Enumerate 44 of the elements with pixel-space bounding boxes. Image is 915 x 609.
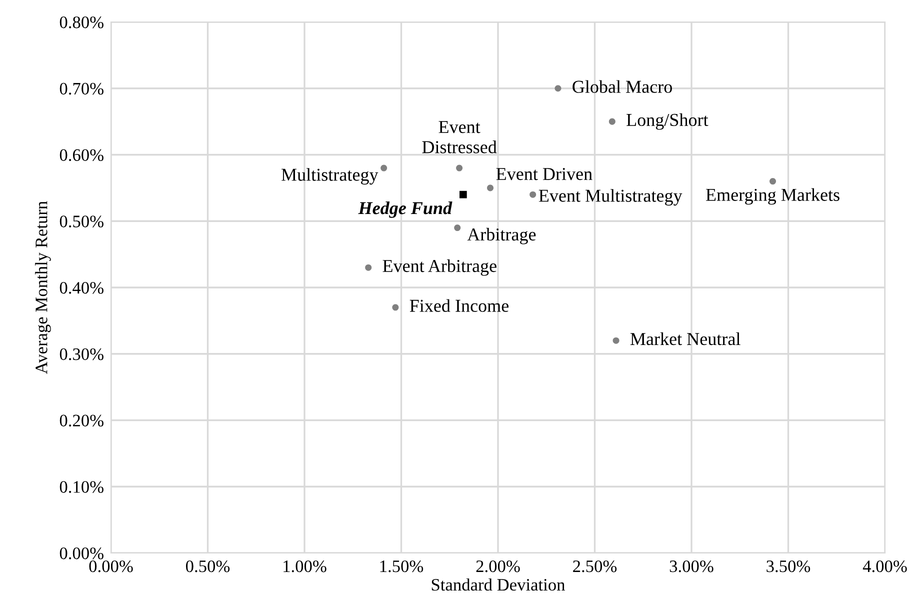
x-tick-label: 4.00% <box>862 560 907 572</box>
y-tick-label: 0.80% <box>60 16 104 28</box>
y-tick-label: 0.30% <box>60 348 104 360</box>
x-tick-label: 3.50% <box>766 560 810 572</box>
y-tick-label: 0.60% <box>60 149 104 162</box>
annotation: Emerging Markets <box>706 188 840 205</box>
x-tick-label: 1.00% <box>284 560 326 572</box>
x-tick-label: 3.00% <box>670 560 714 572</box>
point <box>456 164 463 172</box>
point <box>612 337 620 344</box>
point <box>530 191 536 198</box>
x-tick-label: 1.50% <box>380 560 424 572</box>
annotation: Event Distressed <box>422 121 497 154</box>
point <box>770 178 776 185</box>
x-tick-label: 2.50% <box>573 560 617 572</box>
point <box>454 224 461 232</box>
annotation: Market Neutral <box>630 332 740 346</box>
annotation: Multistrategy <box>282 168 378 185</box>
y-axis-title: Average Monthly Return <box>35 201 51 374</box>
point <box>392 304 399 311</box>
x-tick-label: 0.50% <box>186 560 230 572</box>
series-label: Hedge Fund <box>358 202 452 218</box>
point <box>554 85 562 92</box>
annotation: Global Macro <box>572 80 672 93</box>
annotation: Arbitrage <box>467 228 536 244</box>
annotation: Fixed Income <box>410 299 508 312</box>
y-tick-label: 0.20% <box>60 414 104 427</box>
x-axis-title: Standard Deviation <box>432 578 565 591</box>
y-tick-label: 0.70% <box>60 82 104 95</box>
point <box>608 118 616 125</box>
annotation: Event Arbitrage <box>382 259 496 276</box>
y-tick-label: 0.00% <box>60 547 104 560</box>
y-tick-label: 0.10% <box>60 481 104 493</box>
point <box>459 190 467 198</box>
x-tick-label: 0.00% <box>89 560 133 572</box>
point <box>380 164 388 172</box>
annotation: Event Multistrategy <box>538 189 682 206</box>
point <box>365 264 372 271</box>
x-tick-label: 2.00% <box>476 560 520 572</box>
point <box>487 184 494 192</box>
y-tick-label: 0.50% <box>60 216 104 228</box>
annotation: Long/Short <box>626 113 708 130</box>
y-tick-label: 0.40% <box>60 282 104 294</box>
annotation: Event Driven <box>496 168 592 180</box>
